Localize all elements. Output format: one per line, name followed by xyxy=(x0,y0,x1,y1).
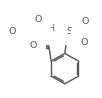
Text: O: O xyxy=(29,41,37,50)
Text: O: O xyxy=(9,27,16,36)
Text: O: O xyxy=(81,17,89,26)
Text: H: H xyxy=(48,24,54,33)
Text: N: N xyxy=(44,27,51,36)
Text: S: S xyxy=(66,27,72,36)
Text: O: O xyxy=(35,15,42,24)
Text: O: O xyxy=(80,38,88,47)
